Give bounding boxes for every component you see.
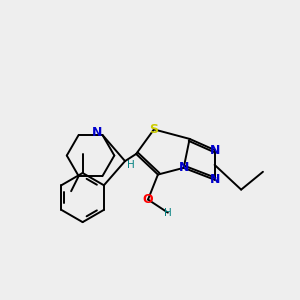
- Text: O: O: [143, 193, 153, 206]
- Text: N: N: [209, 143, 220, 157]
- Text: N: N: [178, 161, 189, 174]
- Text: H: H: [164, 208, 172, 218]
- Text: N: N: [209, 173, 220, 186]
- Text: S: S: [149, 123, 158, 136]
- Text: H: H: [127, 160, 135, 170]
- Text: N: N: [92, 127, 102, 140]
